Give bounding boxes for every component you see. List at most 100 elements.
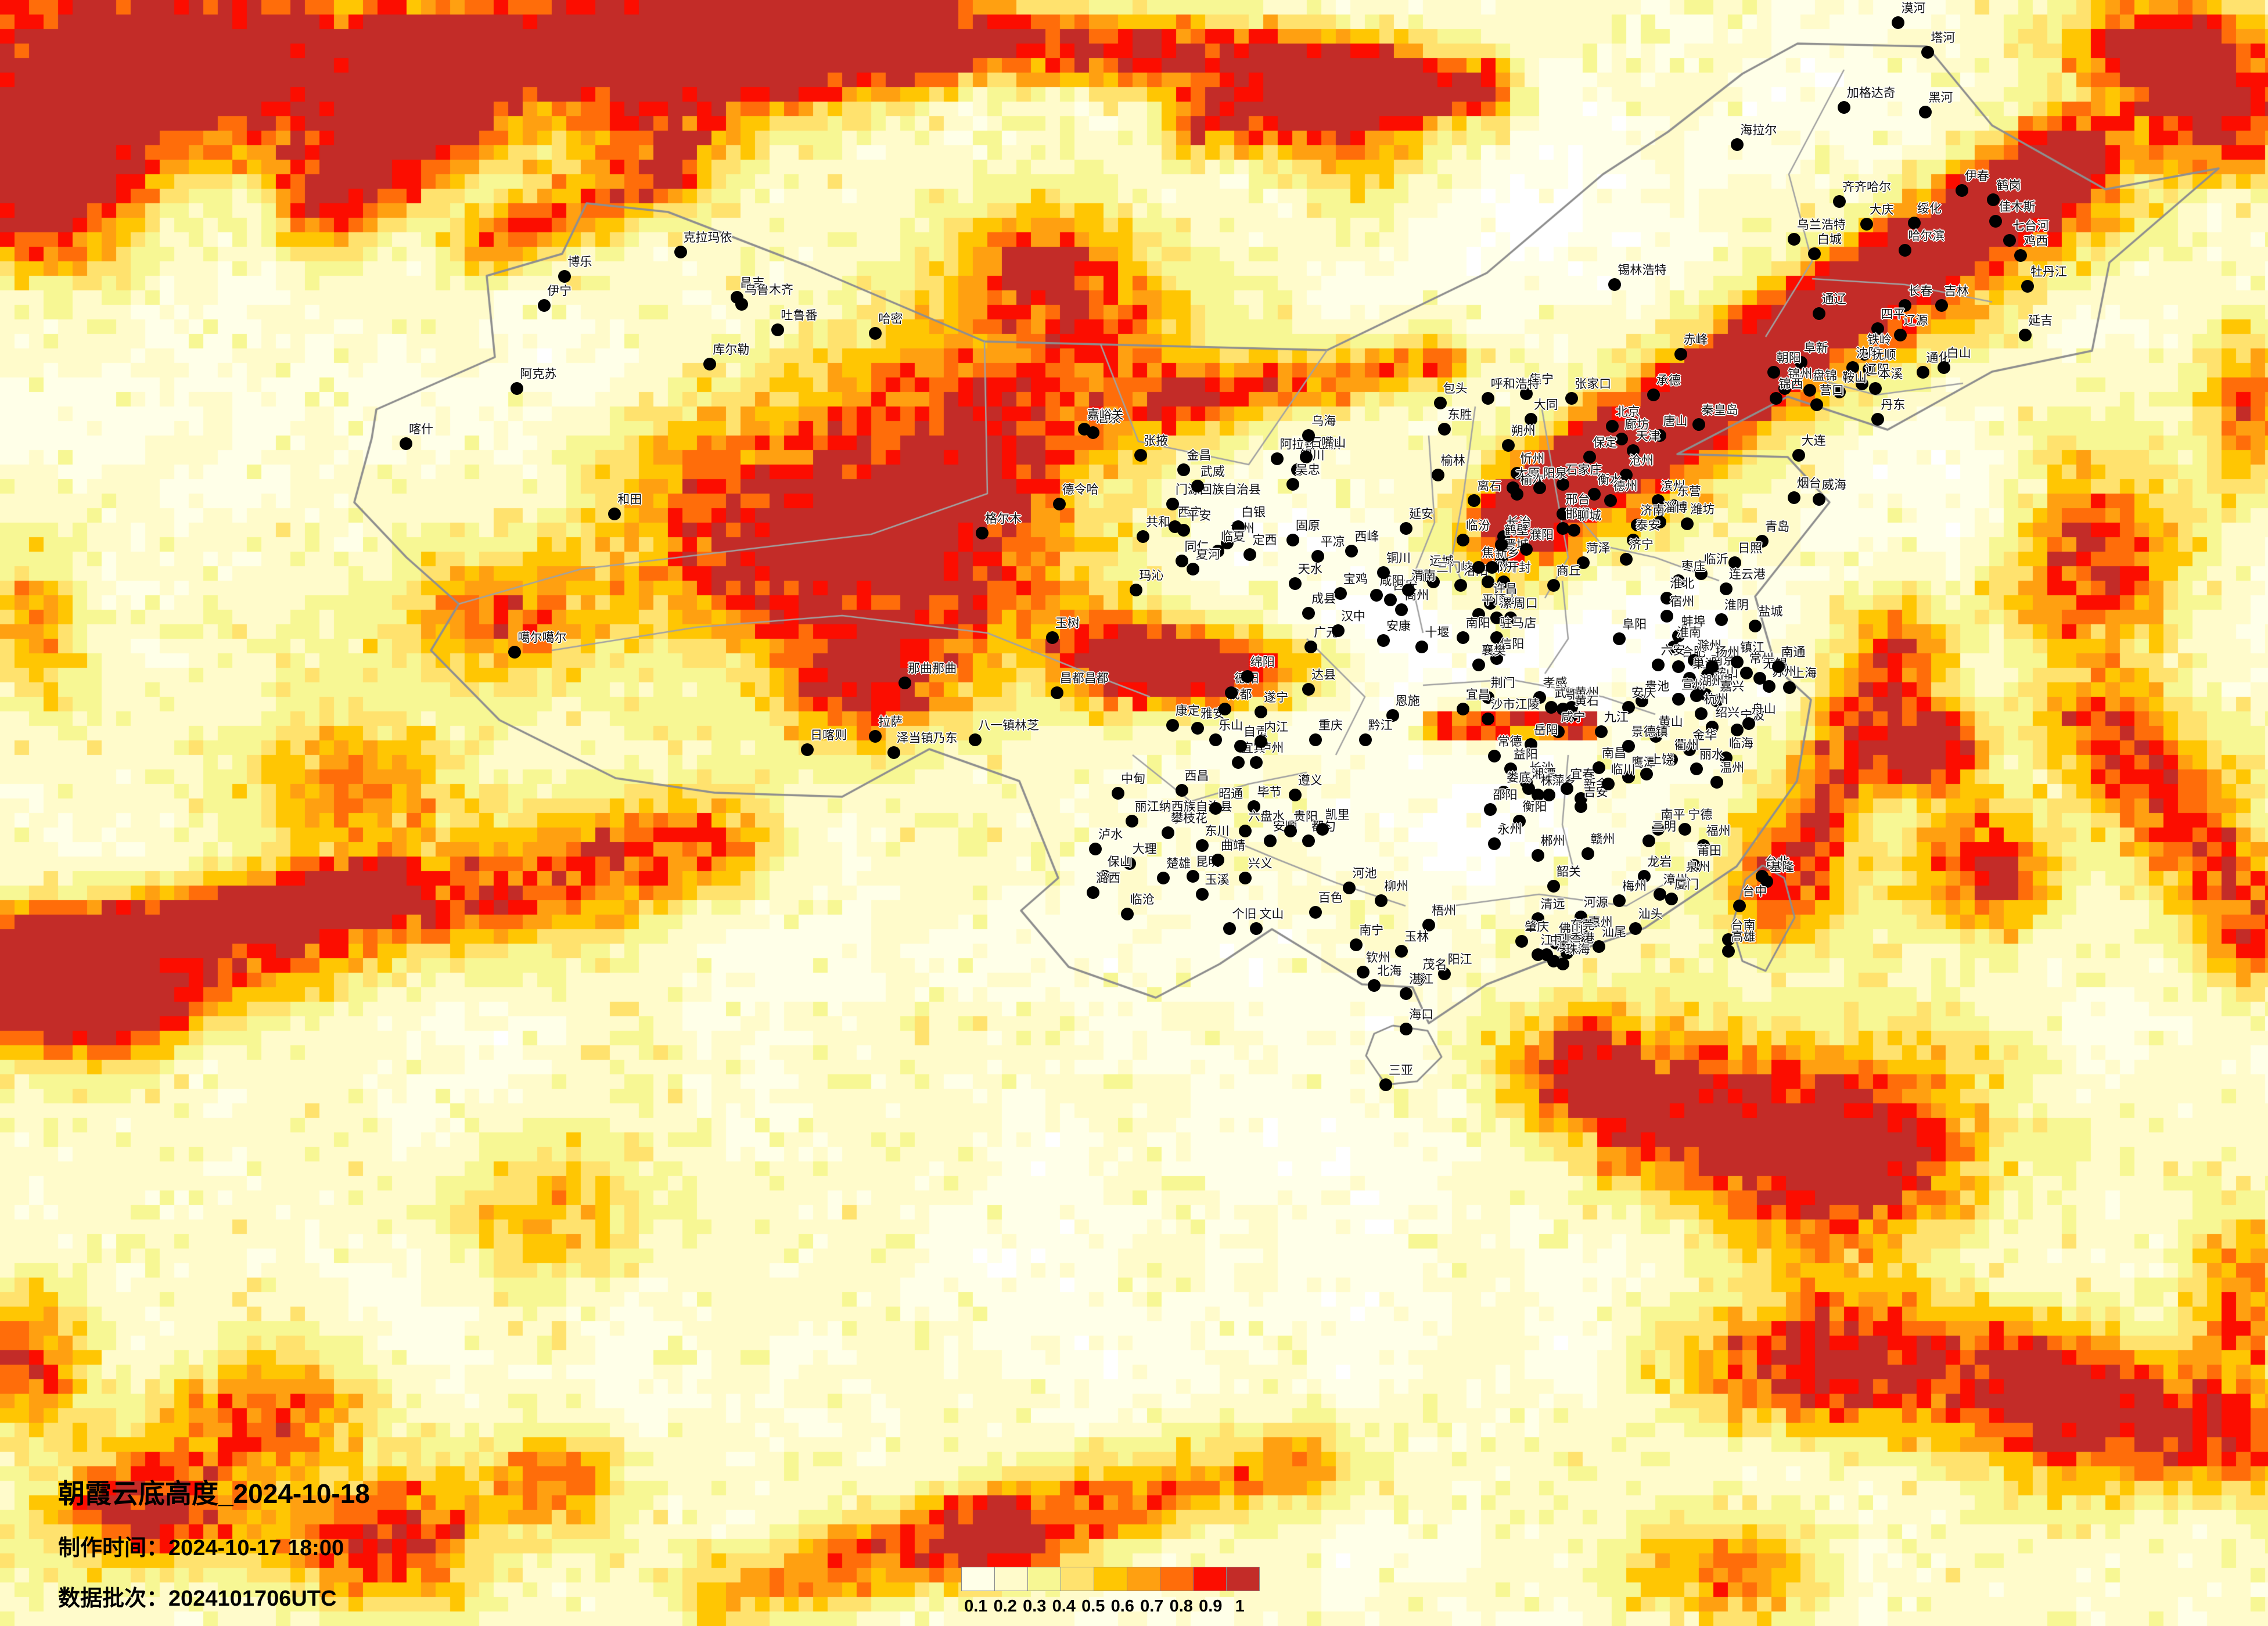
city-marker: 湖州 bbox=[1690, 674, 1724, 703]
city-label: 烟台 bbox=[1796, 476, 1821, 490]
city-marker: 保定 bbox=[1583, 436, 1617, 463]
city-dot-icon bbox=[1649, 730, 1662, 743]
city-marker: 景德镇 bbox=[1622, 725, 1668, 753]
city-marker: 临海 bbox=[1719, 736, 1753, 764]
city-label: 贵池 bbox=[1645, 679, 1670, 693]
city-dot-icon bbox=[1608, 278, 1622, 291]
city-marker: 自贡 bbox=[1234, 725, 1268, 753]
city-marker: 汕头 bbox=[1629, 907, 1663, 935]
city-dot-icon bbox=[1787, 491, 1800, 504]
city-label: 漠河 bbox=[1901, 1, 1926, 16]
map-title-date: _2024-10-18 bbox=[218, 1478, 370, 1509]
city-dot-icon bbox=[1561, 946, 1574, 959]
city-marker: 贵池 bbox=[1636, 679, 1669, 707]
city-label: 十堰 bbox=[1425, 625, 1450, 640]
city-dot-icon bbox=[1631, 519, 1644, 532]
city-label: 上饶 bbox=[1649, 752, 1674, 767]
city-marker: 北海 bbox=[1368, 964, 1401, 992]
city-label: 泉州 bbox=[1685, 859, 1710, 874]
city-dot-icon bbox=[1331, 624, 1345, 638]
city-marker: 九江 bbox=[1594, 710, 1629, 738]
city-label: 南通 bbox=[1781, 645, 1806, 659]
city-dot-icon bbox=[1862, 362, 1875, 376]
city-label: 九江 bbox=[1604, 710, 1629, 724]
city-label: 毕节 bbox=[1257, 785, 1282, 799]
city-marker: 集宁 bbox=[1520, 372, 1554, 400]
city-marker: 郴州 bbox=[1531, 834, 1565, 862]
city-label: 盐城 bbox=[1758, 605, 1783, 618]
city-marker: 赤峰 bbox=[1674, 333, 1708, 361]
city-marker: 汉中 bbox=[1331, 609, 1365, 638]
city-dot-icon bbox=[1651, 823, 1665, 836]
city-label: 乌海 bbox=[1311, 414, 1336, 429]
city-label: 邵阳 bbox=[1493, 788, 1518, 803]
city-dot-icon bbox=[1130, 584, 1143, 597]
city-label: 威海 bbox=[1821, 477, 1846, 492]
city-label: 重庆 bbox=[1318, 718, 1343, 732]
city-marker: 玉树 bbox=[1045, 616, 1080, 644]
city-marker: 潍坊 bbox=[1681, 502, 1715, 530]
city-label: 同仁 bbox=[1184, 539, 1209, 553]
city-marker: 哈尔滨 bbox=[1899, 229, 1944, 257]
city-label: 张家口 bbox=[1575, 377, 1612, 391]
city-dot-icon bbox=[1504, 762, 1517, 776]
city-label: 东莞 bbox=[1570, 918, 1595, 933]
city-marker: 阿拉善左旗 bbox=[1270, 437, 1341, 465]
city-label: 乌兰浩特 bbox=[1796, 217, 1846, 232]
made-time-label: 制作时间： bbox=[58, 1536, 169, 1560]
city-marker: 铜川 bbox=[1377, 551, 1411, 579]
city-marker: 遵义 bbox=[1288, 774, 1322, 802]
city-dot-icon bbox=[1654, 888, 1667, 901]
city-marker: 绥化 bbox=[1907, 202, 1942, 229]
city-dot-icon bbox=[1300, 450, 1313, 463]
city-label: 金昌 bbox=[1187, 448, 1212, 463]
city-label: 喀什 bbox=[408, 422, 433, 437]
city-label: 昭通 bbox=[1219, 786, 1243, 801]
city-label: 文山 bbox=[1259, 906, 1284, 921]
city-dot-icon bbox=[1556, 507, 1569, 520]
city-marker: 大理 bbox=[1123, 842, 1157, 870]
city-dot-icon bbox=[1715, 613, 1728, 626]
city-dot-icon bbox=[1561, 933, 1574, 947]
city-marker: 舟山 bbox=[1742, 702, 1776, 730]
city-marker: 杭州 bbox=[1694, 692, 1728, 721]
city-label: 汉中 bbox=[1340, 609, 1365, 624]
city-dot-icon bbox=[1288, 789, 1302, 802]
city-label: 清远 bbox=[1540, 897, 1565, 911]
city-label: 鹤岗 bbox=[1996, 178, 2021, 193]
city-label: 达县 bbox=[1311, 668, 1336, 682]
city-label: 锡林浩特 bbox=[1618, 263, 1667, 277]
city-marker: 秦皇岛 bbox=[1692, 403, 1738, 431]
city-dot-icon bbox=[1375, 894, 1388, 908]
city-label: 鹤壁 bbox=[1504, 523, 1529, 537]
city-dot-icon bbox=[1871, 322, 1885, 335]
city-marker: 衡阳 bbox=[1513, 800, 1547, 828]
city-dot-icon bbox=[1681, 517, 1694, 530]
city-marker: 漠河 bbox=[1892, 1, 1925, 30]
city-dot-icon bbox=[1556, 478, 1569, 491]
city-dot-icon bbox=[1481, 575, 1494, 589]
city-marker: 德阳 bbox=[1225, 671, 1259, 699]
city-marker: 延吉 bbox=[2019, 314, 2053, 341]
city-marker: 许昌 bbox=[1483, 582, 1518, 610]
city-dot-icon bbox=[1400, 1023, 1413, 1036]
city-label: 内江 bbox=[1264, 720, 1289, 734]
city-marker: 商州 bbox=[1395, 588, 1429, 616]
city-marker: 郑州 bbox=[1481, 560, 1515, 589]
city-dot-icon bbox=[1892, 16, 1905, 30]
city-dot-icon bbox=[1223, 922, 1236, 935]
city-label: 泰安 bbox=[1636, 518, 1660, 533]
city-label: 库尔勒 bbox=[713, 343, 750, 357]
city-label: 平凉 bbox=[1320, 534, 1345, 549]
city-dot-icon bbox=[1211, 545, 1224, 558]
city-marker: 宜宾 bbox=[1232, 741, 1266, 769]
city-dot-icon bbox=[1166, 498, 1179, 510]
legend-swatch bbox=[1127, 1567, 1160, 1591]
city-label: 三门峡 bbox=[1436, 560, 1473, 575]
city-dot-icon bbox=[1622, 701, 1635, 714]
city-dot-icon bbox=[1622, 771, 1635, 784]
city-marker: 楚雄 bbox=[1157, 857, 1191, 884]
city-dot-icon bbox=[2014, 249, 2028, 262]
city-dot-icon bbox=[1050, 686, 1063, 699]
city-dot-icon bbox=[1177, 523, 1191, 537]
